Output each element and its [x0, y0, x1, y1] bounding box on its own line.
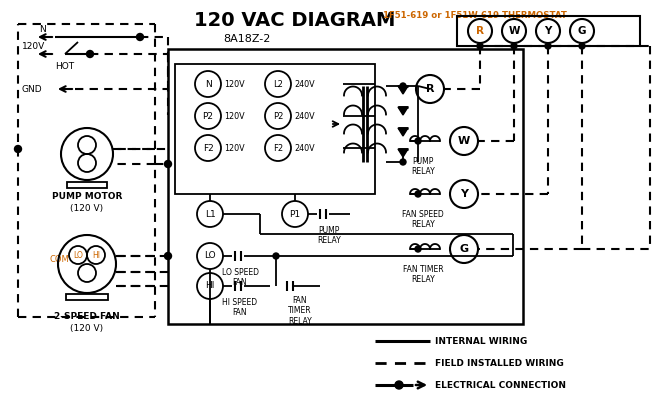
- Circle shape: [477, 43, 483, 49]
- Text: R: R: [425, 84, 434, 94]
- Text: HOT: HOT: [55, 62, 74, 71]
- Text: 1F51-619 or 1F51W-619 THERMOSTAT: 1F51-619 or 1F51W-619 THERMOSTAT: [383, 11, 567, 20]
- Circle shape: [400, 83, 406, 89]
- Circle shape: [86, 51, 94, 57]
- Text: P2: P2: [202, 111, 214, 121]
- Text: 120V: 120V: [224, 111, 245, 121]
- Text: 120V: 120V: [224, 143, 245, 153]
- Text: INTERNAL WIRING: INTERNAL WIRING: [435, 336, 527, 346]
- Circle shape: [415, 246, 421, 252]
- Text: Y: Y: [460, 189, 468, 199]
- Text: 120 VAC DIAGRAM: 120 VAC DIAGRAM: [194, 11, 396, 30]
- Text: FAN SPEED
RELAY: FAN SPEED RELAY: [402, 210, 444, 229]
- Circle shape: [511, 43, 517, 49]
- Text: P2: P2: [273, 111, 283, 121]
- Circle shape: [395, 381, 403, 389]
- Text: 120V: 120V: [224, 80, 245, 88]
- Circle shape: [415, 138, 421, 144]
- Text: LO: LO: [204, 251, 216, 261]
- Text: G: G: [460, 244, 468, 254]
- Circle shape: [579, 43, 585, 49]
- Text: FIELD INSTALLED WIRING: FIELD INSTALLED WIRING: [435, 359, 563, 367]
- Text: PUMP
RELAY: PUMP RELAY: [317, 226, 341, 246]
- Text: 240V: 240V: [294, 143, 315, 153]
- Text: F2: F2: [273, 143, 283, 153]
- Text: 240V: 240V: [294, 111, 315, 121]
- Text: G: G: [578, 26, 586, 36]
- Bar: [457, 16, 640, 46]
- Text: HI SPEED
FAN: HI SPEED FAN: [222, 298, 257, 318]
- Circle shape: [415, 191, 421, 197]
- Text: W: W: [509, 26, 520, 36]
- Text: N: N: [204, 80, 211, 88]
- Text: COM: COM: [49, 254, 69, 264]
- Text: PUMP
RELAY: PUMP RELAY: [411, 157, 435, 176]
- Circle shape: [165, 253, 172, 259]
- Text: PUMP MOTOR: PUMP MOTOR: [52, 192, 122, 201]
- Text: ELECTRICAL CONNECTION: ELECTRICAL CONNECTION: [435, 380, 566, 390]
- Text: W: W: [458, 136, 470, 146]
- Circle shape: [165, 160, 172, 168]
- Polygon shape: [398, 107, 408, 115]
- Circle shape: [400, 159, 406, 165]
- Text: P1: P1: [289, 210, 301, 218]
- Polygon shape: [398, 128, 408, 136]
- Circle shape: [273, 253, 279, 259]
- Text: (120 V): (120 V): [70, 204, 104, 213]
- Text: FAN TIMER
RELAY: FAN TIMER RELAY: [403, 265, 444, 285]
- Text: Y: Y: [544, 26, 551, 36]
- Bar: [168, 49, 523, 324]
- Text: (120 V): (120 V): [70, 324, 104, 333]
- Text: L2: L2: [273, 80, 283, 88]
- Polygon shape: [398, 86, 408, 94]
- Bar: [66, 294, 108, 300]
- Text: 2-SPEED FAN: 2-SPEED FAN: [54, 312, 120, 321]
- Text: GND: GND: [22, 85, 43, 93]
- Bar: [175, 64, 375, 194]
- Text: R: R: [476, 26, 484, 36]
- Text: FAN
TIMER
RELAY: FAN TIMER RELAY: [288, 296, 312, 326]
- Text: 8A18Z-2: 8A18Z-2: [223, 34, 271, 44]
- Bar: [67, 182, 107, 188]
- Text: LO SPEED
FAN: LO SPEED FAN: [222, 268, 259, 287]
- Text: HI: HI: [205, 282, 214, 290]
- Text: 120V: 120V: [22, 42, 46, 51]
- Text: HI: HI: [92, 251, 100, 259]
- Polygon shape: [398, 149, 408, 157]
- Text: F2: F2: [202, 143, 213, 153]
- Circle shape: [545, 43, 551, 49]
- Text: 240V: 240V: [294, 80, 315, 88]
- Text: LO: LO: [73, 251, 83, 259]
- Circle shape: [15, 145, 21, 153]
- Text: L1: L1: [204, 210, 215, 218]
- Text: N: N: [39, 25, 46, 34]
- Circle shape: [137, 34, 143, 41]
